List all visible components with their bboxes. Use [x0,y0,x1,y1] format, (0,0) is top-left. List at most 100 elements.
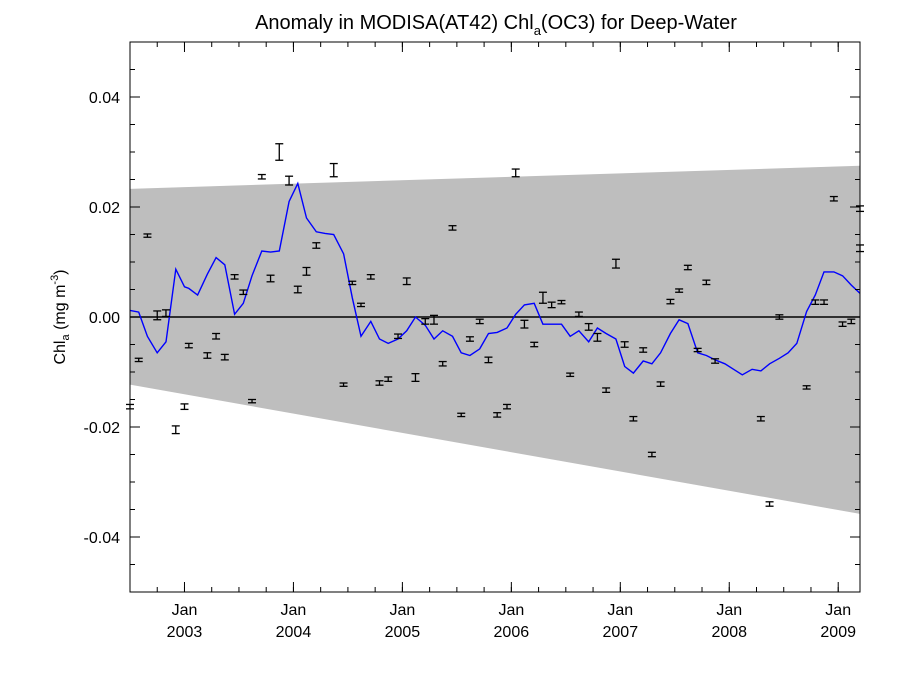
errorbar-point [171,425,180,435]
x-tick-month-label: Jan [825,602,851,619]
errorbar-point [538,291,547,304]
errorbar-point [530,341,539,348]
x-axis: Jan 2003 Jan 2004 Jan 2005 Jan 2006 Jan 2007 Jan 20… [129,42,856,641]
errorbar-point [557,299,566,305]
errorbar-point [802,385,811,390]
errorbar-point [402,277,411,286]
y-tick-label: -0.02 [84,420,121,437]
ylabel-units: (mg m [52,285,69,335]
errorbar-point [394,333,403,340]
errorbar-point [666,298,675,305]
errorbar-point [248,398,257,404]
x-tick-year-label: 2008 [711,624,747,641]
errorbar-point [429,314,438,325]
x-tick-year-label: 2003 [167,624,203,641]
x-tick-year-label: 2007 [603,624,639,641]
ylabel-main: Chl [52,341,69,365]
errorbar-point [847,318,856,325]
x-tick-year-label: 2009 [820,624,856,641]
errorbar-point [375,380,384,386]
errorbar-point [639,347,648,353]
errorbar-point [302,266,311,276]
errorbar-point [161,309,170,318]
errorbar-point [611,258,620,269]
anomaly-line [129,181,861,376]
errorbar-point [339,382,348,387]
x-tick-month-label: Jan [607,602,633,619]
errorbar-point [239,289,248,296]
errorbar-point [220,353,229,361]
errorbar-point [180,403,189,411]
x-tick-month-label: Jan [498,602,524,619]
errorbar-point [593,332,602,342]
errorbar-point [547,301,556,309]
errorbar-point [475,318,484,325]
errorbar-point [275,143,284,161]
errorbar-point [520,319,529,329]
errorbar-point [134,357,143,363]
errorbar-point [366,273,375,280]
errorbar-layer [126,143,864,507]
title-main: Anomaly in MODISA(AT42) Chl [255,12,534,34]
errorbar-point [411,372,420,383]
errorbar-point [384,376,393,383]
errorbar-point [584,322,593,331]
errorbar-point [438,360,447,367]
chart-title: Anomaly in MODISA(AT42) Chla(OC3) for De… [255,12,737,38]
errorbar-point [574,311,583,318]
errorbar-point [566,372,575,378]
errorbar-point [184,342,193,349]
y-tick-label: -0.04 [84,530,121,547]
errorbar-point [629,415,638,422]
confidence-band-layer [130,165,860,514]
x-tick-month-label: Jan [389,602,415,619]
errorbar-point [656,381,665,387]
errorbar-point [153,310,162,321]
ylabel-superscript: -3 [49,275,61,285]
errorbar-point [285,175,294,186]
y-tick-label: 0.02 [89,200,120,217]
x-tick-month-label: Jan [172,602,198,619]
errorbar-point [811,299,820,306]
errorbar-point [293,285,302,294]
errorbar-point [683,264,692,271]
title-suffix: (OC3) for Deep-Water [541,12,737,34]
y-tick-label: 0.04 [89,90,120,107]
errorbar-point [620,341,629,348]
errorbar-point [820,299,829,306]
errorbar-point [602,387,611,394]
errorbar-point [212,332,221,340]
x-tick-year-label: 2005 [385,624,421,641]
errorbar-point [702,279,711,286]
errorbar-point [356,302,365,308]
errorbar-point [143,233,152,238]
errorbar-point [693,347,702,353]
errorbar-point [775,314,784,320]
errorbar-point [502,403,511,410]
title-subscript: a [534,23,542,38]
errorbar-point [765,501,774,507]
errorbar-point [493,412,502,418]
x-tick-month-label: Jan [716,602,742,619]
errorbar-point [421,317,430,325]
errorbar-point [484,356,493,364]
errorbar-point [465,336,474,342]
errorbar-point [348,280,357,286]
errorbar-point [675,288,684,293]
x-tick-year-label: 2006 [494,624,530,641]
errorbar-point [266,274,275,283]
ylabel-close: ) [52,269,69,274]
y-axis: -0.04 -0.02 0.00 0.02 0.04 [84,41,860,593]
errorbar-point [203,352,212,359]
x-tick-month-label: Jan [281,602,307,619]
errorbar-point [457,412,466,418]
errorbar-point [230,273,239,280]
errorbar-point [838,321,847,328]
errorbar-point [511,168,520,178]
errorbar-point [448,225,457,231]
confidence-band [130,165,860,514]
errorbar-point [257,173,266,180]
errorbar-point [312,242,321,249]
errorbar-point [329,162,338,178]
